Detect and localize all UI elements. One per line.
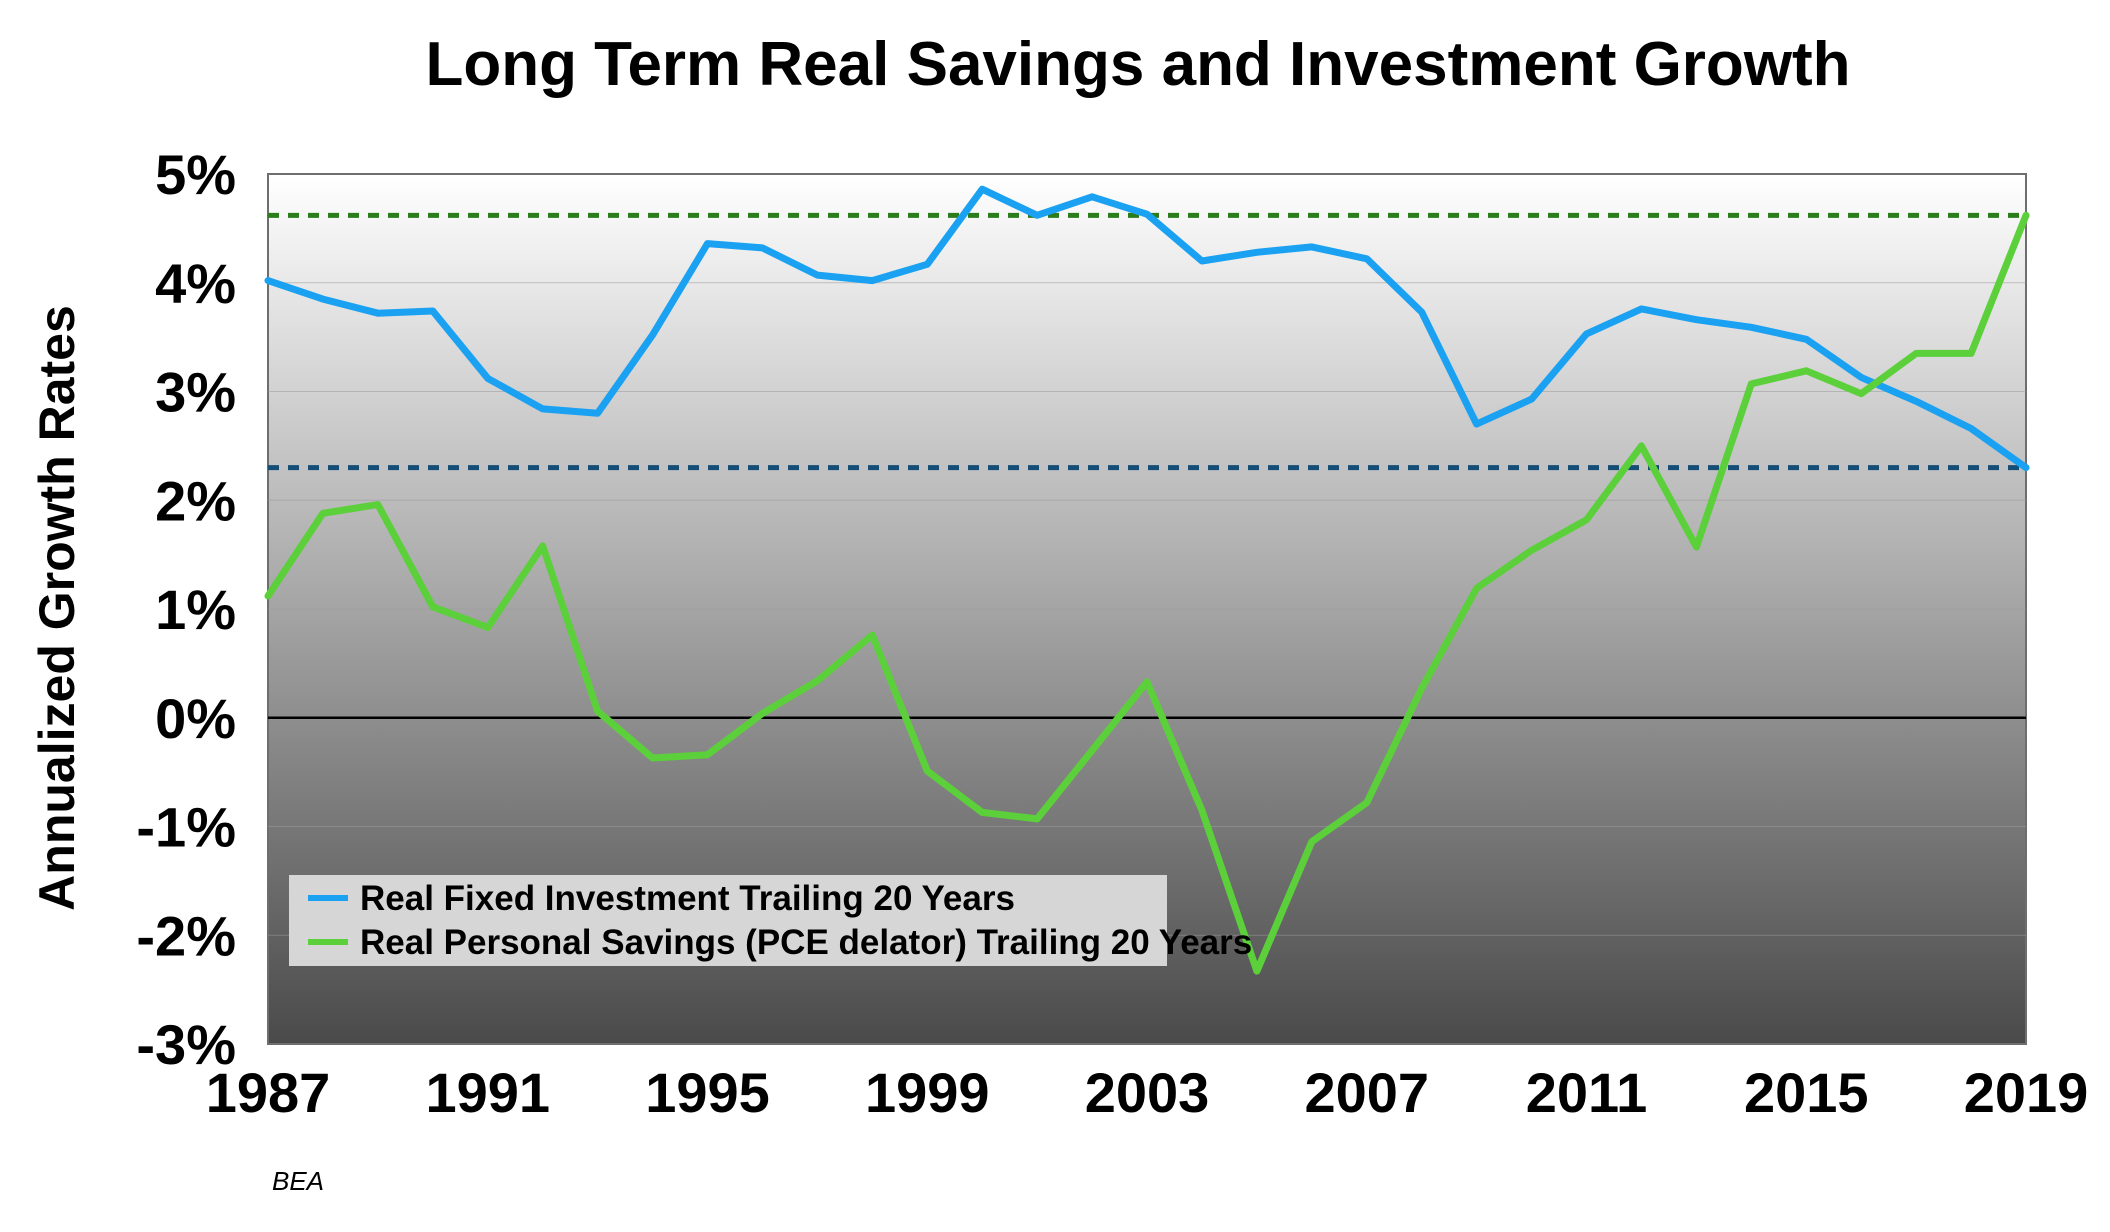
series-line-investment <box>264 185 2030 472</box>
source-label: BEA <box>272 1166 324 1196</box>
y-tick-label-2: 2% <box>155 469 236 532</box>
y-tick-labels: 5% 4% 3% 2% 1% 0% -1% -2% -3% <box>136 143 236 1076</box>
legend-label-investment: Real Fixed Investment Trailing 20 Years <box>360 879 1015 918</box>
series-lines <box>264 185 2030 975</box>
y-tick-label-5: 5% <box>155 143 236 206</box>
x-tick-label-2011: 2011 <box>1526 1061 1648 1124</box>
chart-title: Long Term Real Savings and Investment Gr… <box>425 30 1850 99</box>
y-tick-label-1: -1% <box>136 796 236 859</box>
x-tick-label-2007: 2007 <box>1304 1061 1429 1124</box>
reference-lines <box>268 212 2026 719</box>
x-tick-label-1987: 1987 <box>206 1061 331 1124</box>
y-axis-label: Annualized Growth Rates <box>29 305 85 911</box>
legend-label-savings: Real Personal Savings (PCE delator) Trai… <box>360 923 1252 962</box>
y-tick-label-1: 1% <box>155 578 236 641</box>
y-tick-label-3: -3% <box>136 1013 236 1076</box>
x-tick-label-2015: 2015 <box>1744 1061 1869 1124</box>
y-tick-label-0: 0% <box>155 687 236 750</box>
x-tick-label-1991: 1991 <box>425 1061 550 1124</box>
legend: Real Fixed Investment Trailing 20 Years … <box>289 875 1252 966</box>
x-tick-label-1999: 1999 <box>865 1061 990 1124</box>
x-tick-label-1995: 1995 <box>645 1061 770 1124</box>
y-tick-label-2: -2% <box>136 904 236 967</box>
x-tick-label-2019: 2019 <box>1964 1061 2089 1124</box>
legend-box <box>289 875 1167 966</box>
series-line-savings <box>264 211 2030 975</box>
y-tick-label-4: 4% <box>155 252 236 315</box>
x-tick-labels: 1987 1991 1995 1999 2003 2007 2011 2015 2019 <box>206 1061 2089 1124</box>
y-tick-label-3: 3% <box>155 361 236 424</box>
x-tick-label-2003: 2003 <box>1085 1061 1210 1124</box>
